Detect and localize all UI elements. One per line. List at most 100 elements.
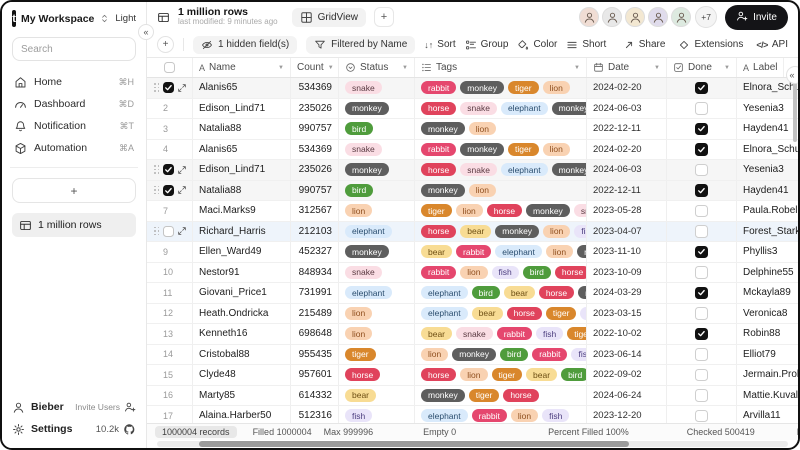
cell-tags[interactable]: monkey lion [415,180,587,200]
cell-date[interactable]: 2022-09-02 [587,365,667,385]
extensions-button[interactable]: Extensions [678,39,743,51]
select-all-checkbox[interactable] [147,58,193,77]
cell-tags[interactable]: rabbit monkey tiger lion [415,78,587,98]
collaborator-avatar[interactable] [648,7,669,27]
cell-done[interactable] [667,119,737,139]
cell-done[interactable] [667,78,737,98]
workspace-switcher[interactable]: t My Workspace Light [12,10,136,27]
cell-done[interactable] [667,139,737,159]
cell-count[interactable]: 614332 [291,385,339,405]
cell-status[interactable]: monkey [339,242,415,262]
cell-count[interactable]: 698648 [291,324,339,344]
add-table-button[interactable]: + [12,178,136,203]
done-checkbox[interactable] [695,163,708,176]
chevron-down-icon[interactable]: ▼ [402,64,408,71]
done-checkbox[interactable] [695,327,708,340]
done-checkbox[interactable] [695,143,708,156]
done-checkbox[interactable] [695,81,708,94]
cell-name[interactable]: Alaina.Harber50 [193,406,291,423]
cell-label[interactable]: Jermain.Proh [743,369,798,381]
cell-date[interactable]: 2022-10-02 [587,324,667,344]
chevron-down-icon[interactable]: ▼ [278,64,284,71]
cell-tags[interactable]: elephantbearhorsetigerfish [415,303,587,323]
cell-name[interactable]: Heath.Ondricka [193,303,291,323]
cell-status[interactable]: horse [339,365,415,385]
cell-status[interactable]: snake [339,139,415,159]
user-row[interactable]: Bieber Invite Users [12,396,136,418]
cell-name[interactable]: Natalia88 [193,180,291,200]
cell-tags[interactable]: elephantbirdbearhorsemonkey [415,283,587,303]
cell-count[interactable]: 957601 [291,365,339,385]
cell-status[interactable]: elephant [339,221,415,241]
sort-button[interactable]: ↓↑ Sort [424,39,456,50]
done-checkbox[interactable] [695,409,708,422]
chevron-down-icon[interactable]: ▼ [724,64,730,71]
cell-tags[interactable]: rabbitlionfishbirdhorsebear [415,262,587,282]
table-row[interactable]: 14 Cristobal88 955435 tiger lion monkey bird ra… [147,344,798,365]
cell-count[interactable]: 312567 [291,201,339,221]
cell-date[interactable]: 2022-12-11 [587,119,667,139]
collaborator-avatar[interactable] [625,7,646,27]
cell-count[interactable]: 212103 [291,221,339,241]
cell-status[interactable]: tiger [339,344,415,364]
github-icon[interactable] [123,423,136,436]
cell-count[interactable]: 215489 [291,303,339,323]
cell-done[interactable] [667,180,737,200]
cell-date[interactable]: 2024-06-24 [587,385,667,405]
done-checkbox[interactable] [695,102,708,115]
cell-tags[interactable]: monkey lion [415,119,587,139]
cell-done[interactable] [667,406,737,423]
cell-name[interactable]: Edison_Lind71 [193,98,291,118]
done-checkbox[interactable] [695,368,708,381]
table-row[interactable]: 15 Clyde48 957601 horse horse lion tiger bear bi… [147,365,798,386]
cell-count[interactable]: 512316 [291,406,339,423]
cell-status[interactable]: monkey [339,98,415,118]
cell-name[interactable]: Alanis65 [193,78,291,98]
table-row[interactable]: Natalia88 990757 bird monkey lion 2022-12-11 H… [147,180,798,201]
cell-done[interactable] [667,98,737,118]
cell-status[interactable]: monkey [339,160,415,180]
cell-date[interactable]: 2024-06-03 [587,98,667,118]
done-checkbox[interactable] [695,225,708,238]
column-header-count[interactable]: Count ▼ [291,58,339,77]
cell-status[interactable]: snake [339,262,415,282]
add-record-button[interactable]: + [157,36,174,53]
cell-name[interactable]: Clyde48 [193,365,291,385]
cell-name[interactable]: Cristobal88 [193,344,291,364]
done-checkbox[interactable] [695,122,708,135]
cell-name[interactable]: Marty85 [193,385,291,405]
cell-tags[interactable]: horsesnakeelephantmonkeybird [415,160,587,180]
group-button[interactable]: Group [465,39,508,51]
cell-done[interactable] [667,160,737,180]
cell-name[interactable]: Edison_Lind71 [193,160,291,180]
cell-date[interactable]: 2023-10-09 [587,262,667,282]
cell-date[interactable]: 2024-02-20 [587,78,667,98]
cell-tags[interactable]: tigerlionhorsemonkeysnake [415,201,587,221]
avatar-overflow-badge[interactable]: +7 [695,6,718,28]
collaborator-avatar[interactable] [671,7,692,27]
row-checkbox[interactable] [163,225,174,237]
cell-label[interactable]: Yesenia3 [743,164,784,176]
cell-done[interactable] [667,283,737,303]
scrollbar-thumb[interactable] [199,441,629,447]
cell-count[interactable]: 534369 [291,139,339,159]
column-header-label[interactable]: A Label [737,58,785,77]
filter-button[interactable]: Filtered by Name [306,35,416,54]
table-row[interactable]: 11 Giovani_Price1 731991 elephant elephant bi… [147,283,798,304]
table-row[interactable]: 4 Alanis65 534369 snake rabbit monkey tiger lio… [147,139,798,160]
cell-done[interactable] [667,262,737,282]
cell-count[interactable]: 848934 [291,262,339,282]
cell-label[interactable]: Yesenia3 [743,102,784,114]
cell-done[interactable] [667,365,737,385]
chevron-down-icon[interactable]: ▼ [654,64,660,71]
horizontal-scrollbar[interactable] [147,440,798,448]
cell-count[interactable]: 235026 [291,160,339,180]
done-checkbox[interactable] [695,307,708,320]
cell-label[interactable]: Hayden41 [743,184,789,196]
row-checkbox[interactable] [163,184,174,196]
table-row[interactable]: 17 Alaina.Harber50 512316 fish elephant rabbi… [147,406,798,423]
collaborator-avatar[interactable] [602,7,623,27]
cell-count[interactable]: 235026 [291,98,339,118]
cell-label[interactable]: Arvilla11 [743,410,781,422]
